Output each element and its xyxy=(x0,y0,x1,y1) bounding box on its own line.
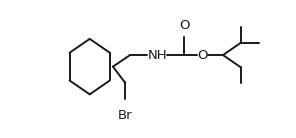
Text: NH: NH xyxy=(147,49,167,62)
Text: Br: Br xyxy=(117,109,132,122)
Text: O: O xyxy=(197,49,207,62)
Text: O: O xyxy=(179,19,189,32)
